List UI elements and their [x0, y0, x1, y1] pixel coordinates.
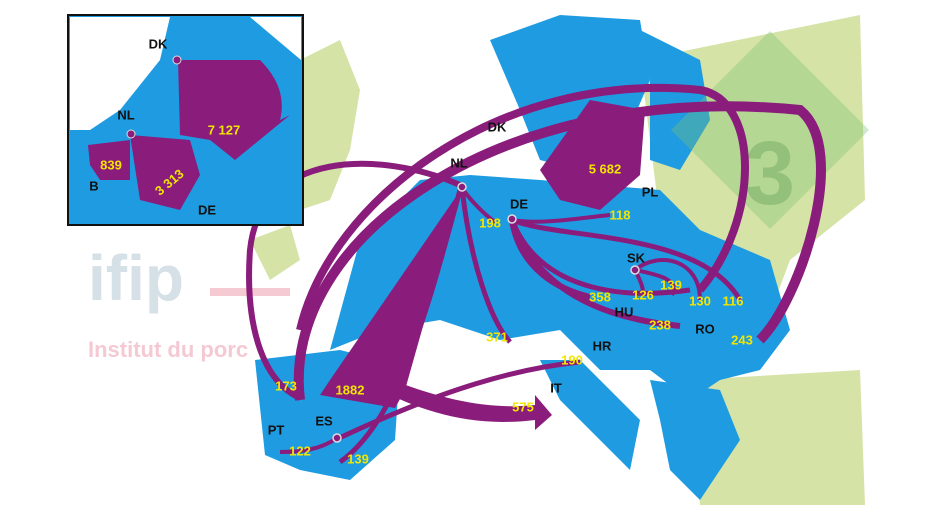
arrow	[333, 359, 581, 443]
origin-dot	[126, 129, 136, 139]
arrow	[279, 436, 339, 454]
flow-label: 5 682	[589, 161, 622, 176]
watermark-tagline: Institut du porc	[88, 337, 248, 362]
origin-dots	[332, 182, 640, 443]
watermark-brand: ifip	[88, 242, 184, 314]
arrow	[509, 219, 591, 300]
arrow-big	[88, 140, 130, 180]
origin-dot	[630, 265, 640, 275]
origin-dot	[332, 433, 342, 443]
arrow-big	[320, 188, 462, 408]
place-label: HR	[593, 338, 612, 353]
place-label: B	[89, 178, 98, 193]
flow-label: 839	[100, 157, 122, 172]
arrow	[459, 187, 512, 344]
flow-label: 198	[479, 215, 501, 230]
flow-label: 118	[610, 207, 631, 222]
arrow	[511, 217, 743, 302]
arrow	[293, 101, 826, 401]
place-label: PT	[268, 422, 285, 437]
place-label: RO	[695, 321, 715, 336]
arrow	[296, 84, 749, 331]
place-label: NL	[117, 107, 134, 122]
flow-label: 1882	[336, 382, 365, 397]
inset-sea	[250, 17, 301, 60]
origin-dot	[507, 214, 517, 224]
arrow	[509, 219, 681, 329]
flow-label: 116	[723, 293, 744, 308]
flow-label: 575	[512, 399, 534, 414]
arrow-big	[380, 375, 552, 430]
flow-label: 243	[731, 332, 753, 347]
arrow	[634, 268, 676, 296]
flow-label: 358	[589, 289, 611, 304]
arrow-big	[178, 60, 290, 160]
place-label: DK	[149, 36, 168, 51]
flow-label: 122	[289, 443, 311, 458]
arrow-big	[540, 100, 645, 210]
place-label: DE	[510, 196, 528, 211]
flow-arrows	[246, 84, 826, 465]
place-label: PL	[642, 184, 659, 199]
origin-dot	[172, 55, 182, 65]
inset	[67, 14, 304, 226]
arrow-big	[130, 135, 200, 210]
place-label: ES	[315, 413, 333, 428]
flow-label: 371	[486, 329, 508, 344]
flow-label: 190	[561, 352, 583, 367]
place-label: HU	[615, 304, 634, 319]
flow-label: 139	[347, 451, 369, 466]
arrow	[511, 213, 611, 224]
flow-label: 7 127	[208, 122, 241, 137]
flow-label: 130	[689, 293, 711, 308]
flow-label: 238	[649, 317, 671, 332]
arrow	[246, 160, 462, 401]
place-label: IT	[550, 380, 562, 395]
inset-sea	[70, 17, 170, 130]
place-label: NL	[450, 155, 467, 170]
flow-label: 126	[632, 287, 654, 302]
origin-dot	[457, 182, 467, 192]
place-label: DE	[198, 202, 216, 217]
flow-label: 139	[660, 277, 682, 292]
watermark-logo: 3	[745, 124, 795, 224]
place-label: DK	[488, 119, 507, 134]
arrow	[633, 258, 702, 301]
place-label: SK	[627, 250, 646, 265]
flow-label: 173	[275, 378, 297, 393]
